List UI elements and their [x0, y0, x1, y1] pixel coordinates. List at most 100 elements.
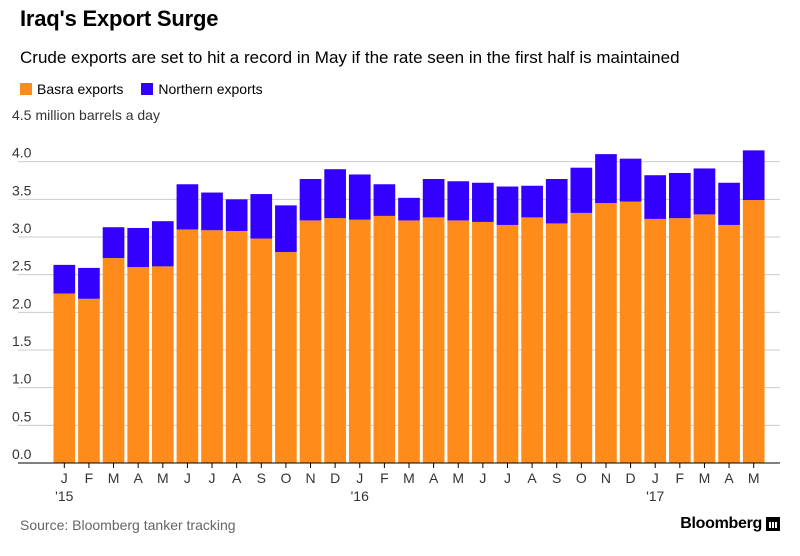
y-axis-title: million barrels a day: [35, 107, 160, 123]
bar-northern: [545, 178, 568, 224]
x-year-label: '17: [646, 488, 664, 504]
x-tick-label: A: [232, 470, 242, 486]
legend-item-basra: Basra exports: [20, 81, 123, 97]
x-tick-label: J: [356, 470, 363, 486]
x-tick-label: F: [85, 470, 94, 486]
chart-title: Iraq's Export Surge: [20, 6, 219, 31]
bar-northern: [324, 169, 346, 219]
bar-basra: [668, 218, 691, 463]
bar-northern: [127, 227, 150, 268]
x-tick-label: J: [652, 470, 659, 486]
x-axis: J F M A M J J A S O N D J F M A M J J A S O N D J F M A M'15'16'17: [18, 462, 780, 504]
x-tick-label: S: [257, 470, 266, 486]
bar-basra: [151, 266, 174, 463]
bar-northern: [496, 186, 519, 225]
bar-basra: [348, 219, 371, 463]
y-axis: 0.0 0.5 1.0 1.5 2.0 2.5 3.0 3.5 4.0 4.5 million ba…: [12, 107, 160, 462]
x-tick-label: J: [184, 470, 191, 486]
bar-basra: [299, 220, 322, 463]
x-tick-label: M: [108, 470, 120, 486]
x-tick-label: M: [748, 470, 760, 486]
bar-northern: [521, 185, 543, 218]
y-tick-label: 4.0: [12, 145, 32, 161]
x-tick-label: O: [280, 470, 291, 486]
x-tick-label: O: [576, 470, 587, 486]
x-tick-label: D: [626, 470, 636, 486]
bar-basra: [324, 218, 346, 463]
bar-northern: [742, 150, 765, 201]
legend-swatch-basra: [20, 83, 32, 95]
bar-basra: [472, 221, 494, 463]
bar-northern: [644, 175, 667, 219]
bloomberg-chart-icon: [766, 517, 780, 531]
bar-basra: [422, 217, 445, 463]
bar-basra: [398, 220, 420, 463]
bar-northern: [53, 264, 76, 294]
bars: [53, 150, 765, 463]
bar-northern: [201, 192, 223, 231]
bar-basra: [102, 258, 125, 463]
x-tick-label: F: [676, 470, 685, 486]
y-tick-label: 0.0: [12, 446, 32, 462]
bar-northern: [398, 197, 420, 221]
bar-basra: [570, 212, 593, 463]
bar-basra: [176, 229, 199, 463]
legend-item-northern: Northern exports: [141, 81, 263, 97]
y-tick-label: 0.5: [12, 408, 32, 424]
bar-basra: [693, 214, 716, 463]
x-tick-label: J: [61, 470, 68, 486]
x-tick-label: N: [305, 470, 315, 486]
bar-northern: [348, 174, 371, 220]
x-tick-label: J: [504, 470, 511, 486]
bar-basra: [521, 217, 543, 463]
y-tick-label: 3.0: [12, 220, 32, 236]
y-tick-label: 1.0: [12, 371, 32, 387]
legend-label-basra: Basra exports: [37, 81, 124, 97]
bar-northern: [570, 167, 593, 213]
bar-northern: [151, 221, 174, 267]
bar-basra: [447, 220, 470, 463]
x-year-label: '15: [55, 488, 73, 504]
legend-label-northern: Northern exports: [158, 81, 263, 97]
bar-northern: [718, 182, 740, 225]
x-tick-label: J: [209, 470, 216, 486]
bar-northern: [250, 194, 273, 239]
bar-basra: [644, 218, 667, 463]
x-tick-label: J: [479, 470, 486, 486]
bar-basra: [373, 215, 396, 463]
x-tick-label: A: [134, 470, 144, 486]
bar-northern: [595, 154, 617, 204]
bar-basra: [275, 252, 297, 463]
x-tick-label: D: [330, 470, 340, 486]
bar-basra: [742, 200, 765, 463]
x-tick-label: F: [380, 470, 389, 486]
bar-northern: [176, 184, 199, 230]
x-tick-label: M: [157, 470, 169, 486]
bar-northern: [225, 199, 248, 231]
bar-northern: [78, 267, 100, 299]
brand-logo: Bloomberg: [680, 515, 780, 533]
chart-subtitle: Crude exports are set to hit a record in…: [20, 48, 680, 67]
x-tick-label: A: [429, 470, 439, 486]
x-tick-label: S: [552, 470, 561, 486]
brand-name: Bloomberg: [680, 515, 762, 532]
bar-basra: [127, 267, 150, 463]
bar-northern: [668, 172, 691, 219]
bar-northern: [619, 158, 642, 202]
bar-northern: [275, 205, 297, 253]
legend: Basra exports Northern exports: [20, 81, 281, 97]
bar-basra: [250, 238, 273, 463]
x-tick-label: M: [403, 470, 415, 486]
bar-northern: [373, 184, 396, 216]
bar-basra: [496, 224, 519, 463]
x-tick-label: M: [699, 470, 711, 486]
y-tick-label: 2.0: [12, 295, 32, 311]
y-tick-label: 3.5: [12, 182, 32, 198]
bar-basra: [619, 201, 642, 463]
bar-basra: [595, 203, 617, 463]
bar-northern: [422, 178, 445, 218]
bar-basra: [78, 298, 100, 463]
source-note: Source: Bloomberg tanker tracking: [20, 517, 236, 533]
bar-basra: [545, 223, 568, 463]
